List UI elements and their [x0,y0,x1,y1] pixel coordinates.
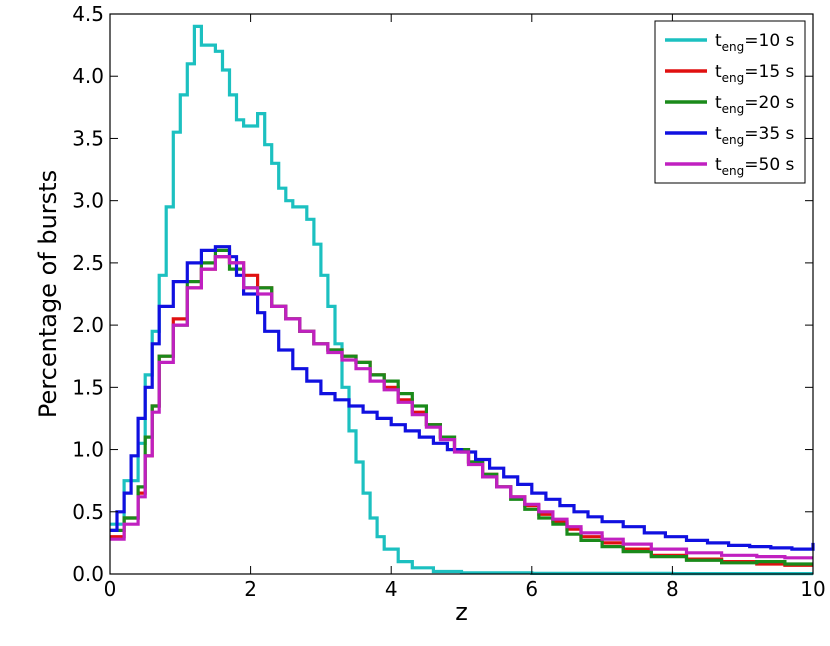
series-line-3 [110,248,813,566]
y-tick-label: 1.5 [72,375,104,399]
x-tick-label: 10 [800,577,825,601]
legend-label-5: teng=50 s [715,155,795,178]
x-tick-label: 6 [525,577,538,601]
legend-label-1: teng=10 s [715,31,795,54]
y-tick-label: 0.0 [72,562,104,586]
x-tick-label: 2 [244,577,257,601]
series-line-5 [110,255,813,560]
series-line-2 [110,255,813,567]
x-tick-label: 0 [104,577,117,601]
y-tick-label: 2.5 [72,251,104,275]
y-tick-label: 4.0 [72,64,104,88]
legend: teng=10 s teng=15 s teng=20 s teng=35 s teng… [654,20,806,184]
plot-frame [109,13,814,575]
y-tick-label: 3.0 [72,189,104,213]
series-layer [110,24,815,576]
x-tick-label: 4 [385,577,398,601]
y-tick-label: 0.5 [72,500,104,524]
series-line-1 [110,24,813,576]
legend-label-4: teng=35 s [715,124,795,147]
legend-label-2: teng=15 s [715,62,795,85]
y-axis-label: Percentage of bursts [34,170,62,418]
y-tick-label: 4.5 [72,2,104,26]
x-tick-label: 8 [666,577,679,601]
y-tick-label: 3.5 [72,126,104,150]
x-axis-label: z [455,598,468,626]
y-tick-label: 2.0 [72,313,104,337]
series-line-4 [110,245,815,551]
y-axis-ticks: 0.0 0.5 1.0 1.5 2.0 2.5 3.0 3.5 4.0 4.5 [72,2,813,586]
legend-box [654,20,806,184]
x-axis-ticks: 0 2 4 6 8 10 [104,14,826,601]
legend-label-3: teng=20 s [715,93,795,116]
y-tick-label: 1.0 [72,438,104,462]
